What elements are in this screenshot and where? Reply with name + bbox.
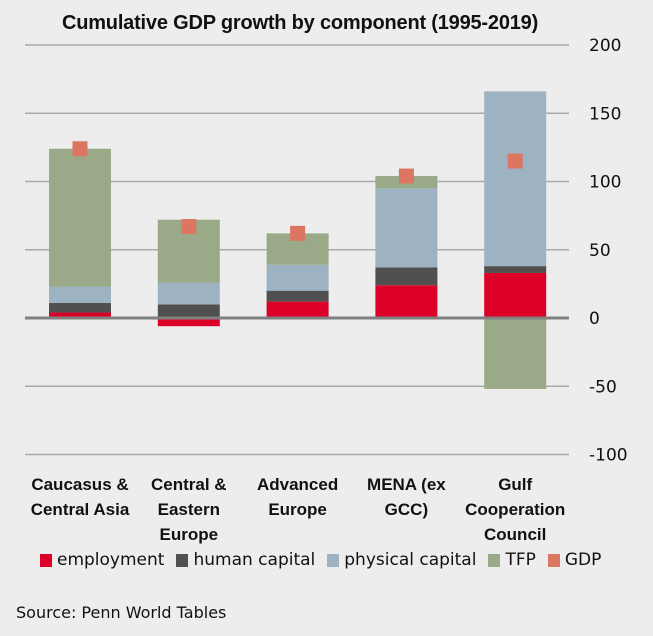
legend-label: physical capital (344, 550, 477, 570)
x-category-label: Advanced (257, 475, 338, 494)
y-tick-label: -50 (589, 377, 617, 397)
bar-segment-human-capital (484, 266, 547, 273)
x-category-label: Central Asia (31, 500, 130, 519)
legend-label: human capital (193, 550, 316, 570)
bar-segment-employment (484, 272, 547, 318)
y-tick-label: 50 (589, 241, 611, 261)
legend-item-human-capital: human capital (176, 550, 315, 570)
bar-segment-employment (157, 318, 220, 327)
gdp-marker (181, 219, 197, 235)
bar-segment-human-capital (375, 267, 438, 286)
legend-swatch (176, 553, 189, 567)
bar-segment-physical-capital (266, 264, 329, 291)
legend-label: TFP (505, 550, 536, 570)
bar-segment-employment (375, 285, 438, 318)
x-axis-categories: Caucasus & Central Asia Central & Eastern Eu… (31, 475, 566, 544)
bar-segment-physical-capital (375, 188, 438, 268)
y-tick-label: -100 (589, 446, 628, 466)
bar-segment-employment (49, 312, 111, 318)
y-tick-label: 0 (589, 309, 600, 329)
legend-item-TFP: TFP (488, 550, 536, 570)
chart-plot: 200 150 100 50 0 -50 -100 Caucasus & Central As… (25, 36, 628, 544)
x-category-label: Caucasus & (31, 475, 128, 494)
bars (49, 91, 547, 389)
y-tick-label: 150 (589, 104, 621, 124)
source-note: Source: Penn World Tables (16, 603, 227, 622)
x-category-label: GCC) (385, 500, 428, 519)
bar-segment-TFP (49, 148, 111, 287)
y-axis-ticks: 200 150 100 50 0 -50 -100 (589, 36, 628, 466)
x-category-label: MENA (ex (367, 475, 446, 494)
gdp-markers (72, 141, 523, 241)
x-category-label: Europe (268, 500, 327, 519)
legend-item-GDP: GDP (547, 550, 602, 570)
x-category-label: Council (484, 525, 546, 544)
legend-item-physical-capital: physical capital (327, 550, 476, 570)
legend-swatch (547, 553, 560, 567)
legend-label: employment (57, 550, 165, 570)
legend-item-employment: employment (40, 550, 164, 570)
bar-segment-human-capital (49, 302, 111, 313)
legend-swatch (488, 553, 501, 567)
legend-label: GDP (564, 550, 602, 570)
bar-segment-physical-capital (484, 91, 547, 267)
gdp-marker (398, 168, 414, 184)
y-tick-label: 200 (589, 36, 621, 56)
gdp-marker (507, 153, 523, 169)
bar-segment-physical-capital (49, 286, 111, 303)
gdp-marker (290, 225, 306, 241)
x-category-label: Cooperation (465, 500, 565, 519)
y-tick-label: 100 (589, 173, 621, 193)
chart-title: Cumulative GDP growth by component (1995… (61, 12, 539, 34)
gdp-marker (72, 141, 88, 157)
x-category-label: Europe (160, 525, 219, 544)
bar-segment-employment (266, 301, 329, 318)
bar-segment-TFP (484, 318, 547, 389)
bar-segment-human-capital (266, 290, 329, 302)
bar-segment-physical-capital (157, 282, 220, 305)
legend-swatch (327, 553, 340, 567)
x-category-label: Gulf (498, 475, 532, 494)
legend: employment human capital physical capital T… (40, 550, 613, 570)
legend-swatch (40, 553, 52, 567)
bar-segment-human-capital (157, 304, 220, 318)
x-category-label: Eastern (158, 500, 220, 519)
x-category-label: Central & (151, 475, 227, 494)
